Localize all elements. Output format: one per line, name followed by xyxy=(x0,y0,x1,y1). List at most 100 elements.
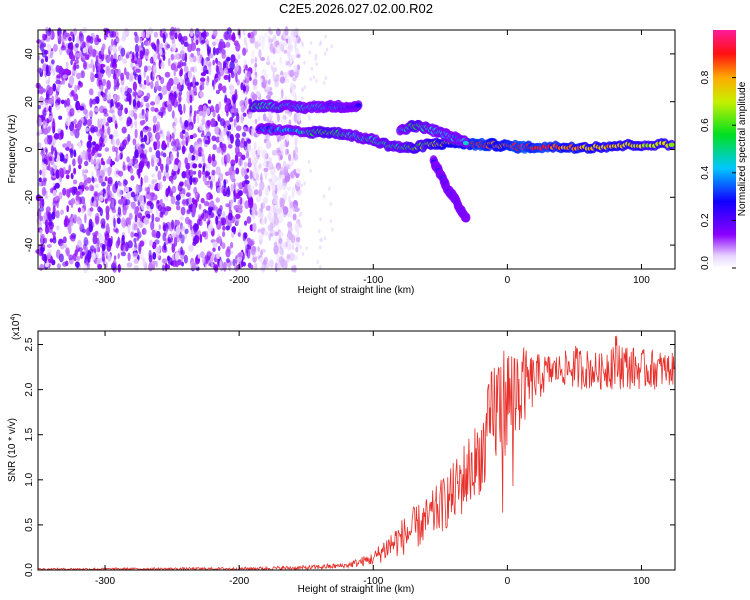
spectrogram-cell xyxy=(303,85,307,90)
spectrogram-cell xyxy=(74,261,80,268)
spectrogram-cell xyxy=(272,184,276,192)
spectrogram-cell xyxy=(252,119,256,129)
spectrogram-cell xyxy=(254,180,258,187)
spectrogram-cell xyxy=(38,177,42,183)
spectrogram-cell xyxy=(252,222,257,233)
spectrogram-cell xyxy=(117,199,123,205)
spectrogram-cell xyxy=(215,57,218,64)
spectrogram-cell xyxy=(235,138,241,148)
spectrogram-cell xyxy=(116,102,122,111)
spectrogram-cell xyxy=(273,212,278,219)
spectrogram-cell xyxy=(176,205,181,211)
spectrogram-cell xyxy=(258,188,263,197)
spectrogram-y-tick-label: 40 xyxy=(24,48,35,60)
spectrogram-cell xyxy=(144,210,150,217)
spectrogram-cell xyxy=(49,238,54,243)
spectrogram-cell xyxy=(42,33,45,40)
spectrogram-cell xyxy=(260,203,264,214)
snr-y-tick-label: 1.5 xyxy=(24,427,35,441)
spectrogram-cell xyxy=(261,149,268,159)
spectrogram-cell xyxy=(41,49,47,58)
spectrogram-cell xyxy=(225,248,231,258)
spectrogram-cell xyxy=(91,176,94,182)
spectrogram-cell xyxy=(331,227,334,232)
spectrogram-cell xyxy=(166,133,171,144)
spectrogram-cell xyxy=(143,65,148,73)
spectrogram-cell xyxy=(154,107,159,113)
spectrogram-cell xyxy=(115,138,120,146)
spectrogram-cell xyxy=(53,43,58,52)
spectrogram-cell xyxy=(228,33,233,41)
spectrogram-cell xyxy=(224,94,228,103)
spectrogram-cell xyxy=(273,244,279,255)
spectrogram-cell xyxy=(205,131,212,139)
spectrogram-cell xyxy=(170,190,173,198)
spectrogram-cell xyxy=(241,180,245,188)
spectrogram-cell xyxy=(105,212,110,221)
spectrogram-cell xyxy=(198,141,202,147)
spectrogram-cell xyxy=(221,51,226,59)
spectrogram-cell xyxy=(139,37,143,44)
spectrogram-cell xyxy=(69,107,75,117)
spectrogram-cell xyxy=(222,225,226,231)
spectrogram-cell xyxy=(249,169,253,180)
spectrogram-cell xyxy=(294,47,300,55)
spectrogram-cell xyxy=(148,146,153,153)
spectrogram-cell xyxy=(170,62,177,71)
spectrogram-cell xyxy=(152,124,157,134)
spectrogram-cell xyxy=(141,97,145,105)
spectrogram-cell xyxy=(140,176,143,187)
spectrogram-cell xyxy=(152,115,157,124)
spectrogram-cell xyxy=(92,147,98,154)
spectrogram-cell xyxy=(152,194,158,201)
spectrogram-cell xyxy=(152,154,156,160)
spectrogram-cell xyxy=(285,241,288,248)
spectrogram-cell xyxy=(45,104,49,112)
spectrogram-cell xyxy=(155,132,161,141)
spectrogram-cell xyxy=(212,109,216,118)
spectrogram-cell xyxy=(77,220,82,225)
spectrogram-cell xyxy=(146,110,149,118)
snr-x-tick-label: 0 xyxy=(505,576,511,587)
spectrogram-cell xyxy=(221,156,225,166)
spectrogram-cell xyxy=(296,111,300,122)
spectrogram-cell xyxy=(244,99,249,107)
spectrogram-cell xyxy=(134,128,138,139)
spectrogram-cell xyxy=(68,164,72,173)
spectrogram-cell xyxy=(45,37,51,42)
spectrogram-cell xyxy=(97,144,102,152)
spectrogram-cell xyxy=(39,215,43,222)
spectrogram-cell xyxy=(190,53,194,58)
spectrogram-cell xyxy=(248,200,254,209)
spectrogram-cell xyxy=(226,56,231,62)
spectrogram-cell xyxy=(280,257,286,268)
spectrogram-cell xyxy=(217,113,221,121)
spectrogram-cell xyxy=(219,136,225,142)
spectrogram-cell xyxy=(211,159,217,168)
spectrogram-cell xyxy=(85,47,89,53)
spectrogram-cell xyxy=(216,237,220,244)
spectrogram-cell xyxy=(73,149,77,158)
spectrogram-cell xyxy=(301,251,305,256)
spectrogram-cell xyxy=(146,75,150,85)
spectrogram-cell xyxy=(79,105,85,111)
spectrogram-cell xyxy=(235,167,240,175)
spectrogram-cell xyxy=(59,242,65,250)
spectrogram-cell xyxy=(143,217,149,225)
spectrogram-cell xyxy=(117,206,122,216)
spectrogram-cell xyxy=(138,149,142,155)
spectrogram-cell xyxy=(180,193,185,198)
spectrogram-cell xyxy=(141,41,144,49)
spectrogram-cell xyxy=(167,103,173,112)
spectrogram-cell xyxy=(152,72,155,80)
spectrogram-cell xyxy=(250,58,254,64)
spectrogram-cell xyxy=(128,95,132,106)
spectrogram-cell xyxy=(180,68,183,76)
spectrogram-cell xyxy=(44,262,49,268)
spectrogram-cell xyxy=(307,159,311,164)
spectrogram-cell xyxy=(44,193,49,200)
spectrogram-cell xyxy=(48,214,53,225)
spectrogram-cell xyxy=(155,139,161,150)
spectrogram-cell xyxy=(110,54,114,64)
spectrogram-cell xyxy=(187,43,193,53)
